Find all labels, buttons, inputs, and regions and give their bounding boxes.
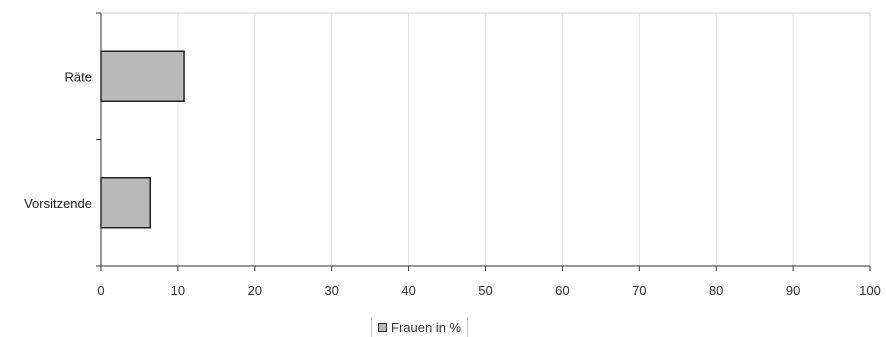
x-tick-label: 100 — [859, 283, 881, 298]
bar-vorsitzende — [100, 177, 151, 229]
bar-raete — [100, 50, 185, 102]
x-tick-label: 70 — [632, 283, 646, 298]
x-tick-label: 90 — [786, 283, 800, 298]
legend: Frauen in % — [371, 317, 469, 337]
category-label: Räte — [65, 69, 92, 84]
category-label: Vorsitzende — [24, 196, 92, 211]
x-tick-label: 30 — [324, 283, 338, 298]
x-tick-label: 80 — [709, 283, 723, 298]
x-tick-label: 50 — [478, 283, 492, 298]
x-axis-ticks: 0 10 20 30 40 50 60 70 80 90 100 — [97, 266, 881, 298]
x-tick-label: 60 — [555, 283, 569, 298]
category-labels: Räte Vorsitzende — [24, 12, 101, 267]
bars — [100, 50, 185, 229]
x-tick-label: 0 — [97, 283, 104, 298]
legend-label: Frauen in % — [391, 319, 462, 335]
legend-swatch — [378, 322, 387, 332]
x-tick-label: 10 — [171, 283, 185, 298]
x-tick-label: 40 — [401, 283, 415, 298]
x-tick-label: 20 — [248, 283, 262, 298]
